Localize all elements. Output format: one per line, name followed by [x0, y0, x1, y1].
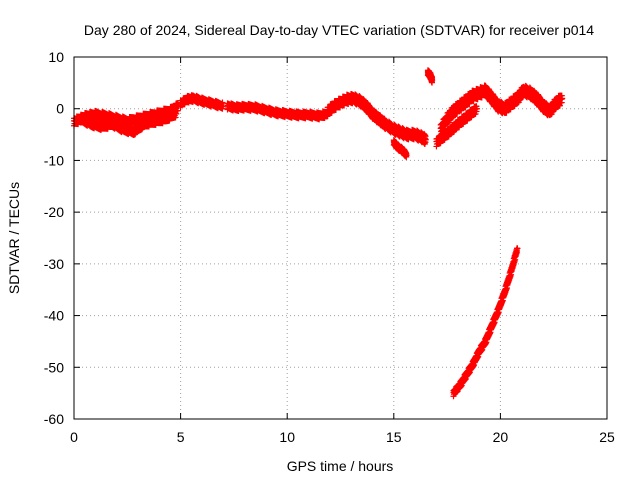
x-tick-label: 15: [386, 429, 402, 445]
x-tick-label: 5: [177, 429, 185, 445]
data-point: [514, 245, 521, 252]
y-tick-label: -30: [44, 256, 64, 272]
series-band-d: [224, 100, 331, 123]
data-point: [219, 99, 226, 106]
series-band-i: [437, 82, 566, 138]
data-point: [173, 110, 180, 117]
series-band-g: [424, 67, 436, 86]
data-point: [422, 136, 429, 143]
series-band-b: [77, 108, 180, 138]
data-point: [473, 105, 480, 112]
data-point: [172, 108, 179, 115]
y-tick-label: 10: [48, 49, 64, 65]
y-tick-label: -60: [44, 411, 64, 427]
x-tick-label: 10: [279, 429, 295, 445]
series-band-c: [177, 92, 227, 112]
series-band-j: [450, 245, 521, 400]
y-tick-label: 0: [56, 101, 64, 117]
y-tick-label: -20: [44, 204, 64, 220]
x-tick-label: 0: [70, 429, 78, 445]
plot-frame: [73, 56, 608, 420]
data-point: [403, 152, 410, 159]
tick-labels: 0 5 10 15 20 25 10 0 -10 -20 -30 -40 -50 -60: [44, 49, 615, 445]
data-point: [559, 95, 566, 102]
y-tick-label: -50: [44, 359, 64, 375]
series-band-f: [390, 137, 410, 160]
grid: [74, 57, 607, 419]
chart-title: Day 280 of 2024, Sidereal Day-to-day VTE…: [84, 22, 594, 38]
y-axis-label: SDTVAR / TECUs: [6, 182, 22, 294]
y-tick-label: -40: [44, 308, 64, 324]
plot-area: [71, 67, 566, 400]
x-tick-label: 20: [493, 429, 509, 445]
y-tick-label: -10: [44, 152, 64, 168]
series-band-h: [433, 103, 480, 150]
x-tick-label: 25: [599, 429, 615, 445]
series-band-e: [324, 90, 429, 147]
data-point: [429, 77, 436, 84]
x-axis-label: GPS time / hours: [287, 458, 394, 474]
